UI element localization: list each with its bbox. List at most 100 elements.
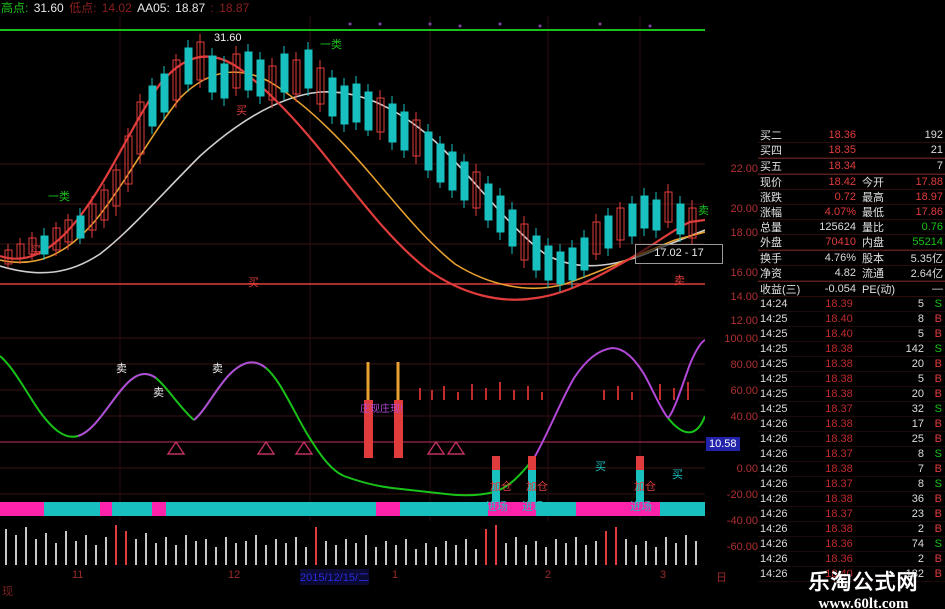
enter-market-label-1: 进场 <box>486 501 508 513</box>
bid-price: 18.36 <box>828 129 856 141</box>
tick-row: 14:26 18.36 2 B <box>758 552 945 567</box>
main-price-chart[interactable]: 31.60 一类 一类 卖 买 买 卖 买 17.02 - 17 <box>0 16 723 316</box>
price-tick-1: 20.00 <box>730 203 758 215</box>
tick-volume: 5 <box>917 298 924 310</box>
tick-time: 14:26 <box>760 523 788 535</box>
tick-time: 14:25 <box>760 313 788 325</box>
tick-list[interactable]: 14:24 18.39 5 S 14:25 18.40 8 B 14:25 18… <box>758 297 945 582</box>
osc-tick-1: 80.00 <box>730 359 758 371</box>
osc-tick-5: -20.00 <box>726 489 758 501</box>
tick-price: 18.36 <box>825 553 853 565</box>
bid-row[interactable]: 买五 18.34 7 <box>758 158 945 174</box>
osc-tick-7: -60.00 <box>726 541 758 553</box>
tick-price: 18.40 <box>825 568 853 580</box>
tick-price: 18.37 <box>825 403 853 415</box>
tick-volume: 8 <box>917 478 924 490</box>
bid-price: 18.35 <box>828 144 856 156</box>
dealer-appears-annotation: 庄现庄现! <box>360 404 403 415</box>
stat-row-change: 涨跌 0.72 最高 18.97 <box>758 190 945 205</box>
stat-label-left: 换手 <box>760 253 782 265</box>
bid-row[interactable]: 买二 18.36 192 <box>758 128 945 143</box>
tick-row: 14:25 18.40 8 B <box>758 312 945 327</box>
stat-label-left: 总量 <box>760 222 782 234</box>
tick-price: 18.38 <box>825 433 853 445</box>
tick-direction-flag: S <box>934 478 942 490</box>
tick-volume: 142 <box>905 343 924 355</box>
oscillator-indicator-panel[interactable]: 卖 卖 卖 买 买 庄现庄现! 加仓 加仓 加仓 进场 进场 进场 <box>0 316 705 521</box>
x-tick-3: 2 <box>545 569 552 581</box>
stat-value-right: 2.64亿 <box>910 268 943 280</box>
stat-row-change-pct: 涨幅 4.07% 最低 17.86 <box>758 205 945 220</box>
enter-market-label-2: 进场 <box>522 501 544 513</box>
ma-value: 18.87 <box>175 1 206 15</box>
sell-signal-annotation-1: 一类 <box>320 39 342 51</box>
period-label[interactable]: 日 <box>716 572 727 584</box>
stat-value-left: 18.42 <box>828 176 856 188</box>
tick-price: 18.38 <box>825 463 853 475</box>
tick-price: 18.40 <box>825 313 853 325</box>
tick-row: 14:25 18.38 142 S <box>758 342 945 357</box>
tick-row: 14:26 18.38 36 B <box>758 492 945 507</box>
tick-price: 18.38 <box>825 418 853 430</box>
tick-volume: 32 <box>911 403 924 415</box>
stat-value-left: 4.07% <box>824 206 856 218</box>
stat-row-current-price: 现价 18.42 今开 17.88 <box>758 174 945 190</box>
osc-tick-2: 60.00 <box>730 385 758 397</box>
add-position-label-3: 加仓 <box>634 481 656 493</box>
tick-price: 18.37 <box>825 448 853 460</box>
stat-row-eps-pe: 收益(三) -0.054 PE(动) — <box>758 281 945 297</box>
site-watermark: 乐淘公式网 www.60lt.com <box>782 566 945 609</box>
tick-volume: 74 <box>911 538 924 550</box>
tick-price: 18.39 <box>825 298 853 310</box>
stat-value-left: 70410 <box>825 236 856 248</box>
x-tick-1: 12 <box>228 569 241 581</box>
stat-label-right: 股本 <box>862 253 884 265</box>
date-axis: 11 12 1 2 3 2015/12/15/二 日 <box>0 567 760 587</box>
stat-value-left: 4.82 <box>834 267 856 279</box>
quote-panel[interactable]: 买二 18.36 192 买四 18.35 21 买五 18.34 7 现价 1… <box>758 128 945 582</box>
tick-direction-flag: B <box>934 358 942 370</box>
date-cursor-label[interactable]: 2015/12/15/二 <box>300 569 370 585</box>
stat-label-right: 内盘 <box>862 237 884 249</box>
stat-value-right: 17.86 <box>915 206 943 218</box>
tick-row: 14:25 18.40 5 B <box>758 327 945 342</box>
tick-price: 18.38 <box>825 343 853 355</box>
stat-value-right: 0.76 <box>921 221 943 233</box>
bid-price: 18.34 <box>828 160 856 172</box>
bid-row[interactable]: 买四 18.35 21 <box>758 143 945 158</box>
stat-row-outer-inner: 外盘 70410 内盘 55214 <box>758 235 945 250</box>
tick-price: 18.36 <box>825 538 853 550</box>
measurement-box[interactable]: 17.02 - 17 <box>635 244 723 264</box>
tick-row: 14:26 18.38 7 B <box>758 462 945 477</box>
add-position-label-2: 加仓 <box>526 481 548 493</box>
oscillator-svg <box>0 316 705 521</box>
volume-panel[interactable] <box>0 521 705 567</box>
tick-direction-flag: B <box>934 433 942 445</box>
tick-time: 14:25 <box>760 388 788 400</box>
price-tick-4: 14.00 <box>730 291 758 303</box>
stat-label-right: 最高 <box>862 192 884 204</box>
price-tick-2: 18.00 <box>730 227 758 239</box>
tick-volume: 36 <box>911 493 924 505</box>
stat-label-left: 涨跌 <box>760 192 782 204</box>
stat-label-left: 收益(三) <box>760 284 801 296</box>
tick-direction-flag: B <box>934 463 942 475</box>
tick-row: 14:26 18.40 182 B <box>758 567 945 582</box>
stat-label-right: 最低 <box>862 207 884 219</box>
tick-time: 14:25 <box>760 343 788 355</box>
tick-time: 14:25 <box>760 403 788 415</box>
osc-sell-label-2: 卖 <box>212 363 223 375</box>
ma-separator: : <box>210 1 214 15</box>
enter-market-label-3: 进场 <box>630 501 652 513</box>
tick-row: 14:26 18.38 17 B <box>758 417 945 432</box>
tick-direction-flag: B <box>934 508 942 520</box>
low-point-label: 低点: <box>69 1 97 15</box>
osc-sell-label-3: 卖 <box>153 387 164 399</box>
stat-value-left: 0.72 <box>834 191 856 203</box>
bid-volume: 192 <box>924 129 943 141</box>
high-point-value: 31.60 <box>33 1 64 15</box>
tick-price: 18.37 <box>825 508 853 520</box>
tick-volume: 182 <box>905 568 924 580</box>
tick-time: 14:26 <box>760 538 788 550</box>
